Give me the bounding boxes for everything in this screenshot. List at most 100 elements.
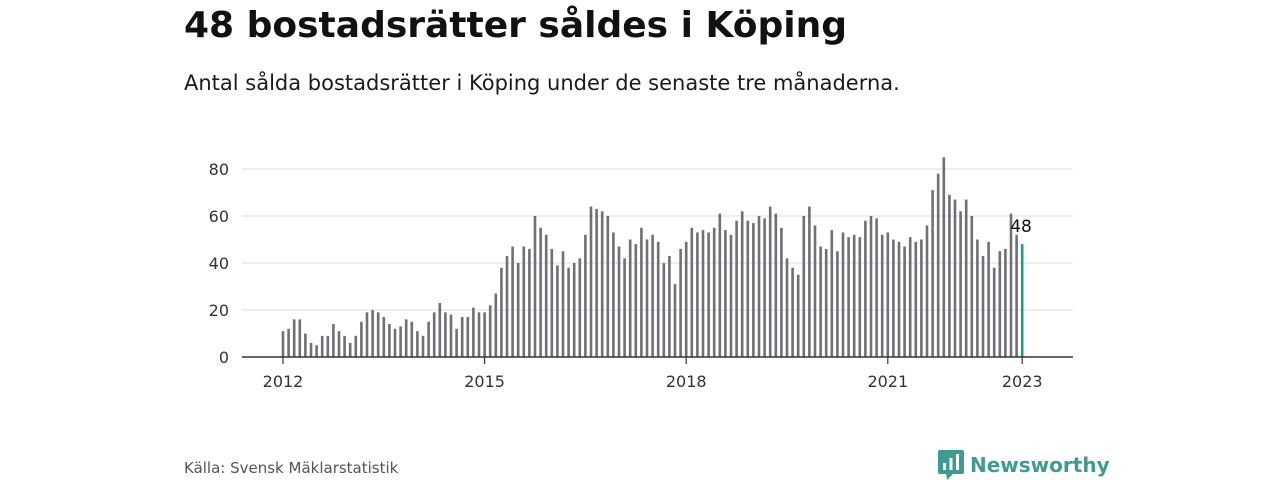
bar <box>309 342 313 357</box>
bar <box>360 321 363 357</box>
bar <box>651 234 654 357</box>
bar <box>556 265 559 357</box>
axes <box>242 356 1073 364</box>
bar <box>612 232 615 357</box>
bar <box>746 220 750 357</box>
bar <box>1015 234 1018 357</box>
bar <box>920 239 923 357</box>
bar <box>701 230 705 357</box>
bar <box>936 173 940 357</box>
bar <box>544 234 548 357</box>
bar <box>864 220 867 357</box>
bar <box>522 246 526 357</box>
bar <box>964 199 968 357</box>
page-subtitle: Antal sålda bostadsrätter i Köping under… <box>184 71 900 95</box>
bar <box>948 194 951 357</box>
bar <box>572 263 576 357</box>
bar <box>488 305 492 357</box>
bar <box>836 251 839 357</box>
bar <box>645 239 649 357</box>
y-tick-label: 60 <box>209 207 229 226</box>
bar <box>404 319 408 357</box>
bar <box>533 216 537 357</box>
bar <box>332 324 335 357</box>
source-note: Källa: Svensk Mäklarstatistik <box>184 459 399 477</box>
bar <box>455 328 458 357</box>
bar <box>886 232 890 357</box>
brand-name: Newsworthy <box>970 453 1110 477</box>
bar <box>892 239 895 357</box>
bar <box>707 232 710 357</box>
bar-highlight <box>1020 244 1024 357</box>
bar <box>528 248 531 357</box>
bar <box>959 211 962 357</box>
bar <box>942 157 946 357</box>
bar <box>348 342 352 357</box>
bar <box>416 331 419 357</box>
bar <box>875 218 878 357</box>
bar <box>1009 213 1013 357</box>
bar <box>550 248 554 357</box>
bar <box>449 314 453 357</box>
x-tick-label: 2012 <box>263 372 304 391</box>
bar <box>981 255 985 357</box>
bar <box>410 321 414 357</box>
bar <box>712 227 716 357</box>
page-title: 48 bostadsrätter såldes i Köping <box>184 5 848 46</box>
x-tick-label: 2021 <box>867 372 908 391</box>
bar <box>673 284 677 357</box>
bar <box>483 312 486 357</box>
bar <box>320 335 324 357</box>
bar <box>444 312 447 357</box>
bar <box>656 241 660 357</box>
bar <box>858 237 862 357</box>
brand-logo[interactable]: Newsworthy <box>938 450 1110 480</box>
x-tick-label: 2023 <box>1002 372 1043 391</box>
bar <box>757 216 761 357</box>
bar <box>292 319 296 357</box>
bar <box>847 237 850 357</box>
bar <box>589 206 593 357</box>
bar <box>500 267 503 357</box>
bar <box>432 312 436 357</box>
bar <box>472 307 475 357</box>
bar <box>802 216 806 357</box>
bar <box>824 248 828 357</box>
bar <box>970 216 974 357</box>
bar <box>298 319 302 357</box>
tick-labels: 0 20 40 60 80 2012 2015 2018 2021 2023 48 <box>209 160 1043 391</box>
y-tick-label: 20 <box>209 301 229 320</box>
bar <box>662 263 666 357</box>
bar <box>735 220 738 357</box>
bar <box>399 326 402 357</box>
bar <box>976 239 979 357</box>
bar <box>567 267 570 357</box>
bar <box>393 328 397 357</box>
bar <box>696 232 699 357</box>
bar <box>584 234 587 357</box>
bar <box>819 246 822 357</box>
bar <box>561 251 565 357</box>
bar <box>539 227 542 357</box>
bar <box>987 241 990 357</box>
bar <box>925 225 929 357</box>
x-tick-label: 2015 <box>464 372 505 391</box>
bar <box>326 335 330 357</box>
bar-chart: 0 20 40 60 80 2012 2015 2018 2021 2023 48 <box>209 157 1073 391</box>
bar <box>724 230 727 357</box>
bar <box>841 232 845 357</box>
bar <box>740 211 744 357</box>
bar <box>880 234 884 357</box>
bar <box>780 227 783 357</box>
bar <box>382 317 386 357</box>
bar <box>785 258 789 357</box>
bar <box>578 258 582 357</box>
bar <box>376 312 380 357</box>
bars <box>281 157 1024 357</box>
bar <box>992 267 996 357</box>
y-tick-label: 0 <box>219 348 229 367</box>
bar <box>438 302 442 357</box>
bar <box>494 293 498 357</box>
bar <box>477 312 481 357</box>
bar <box>304 333 307 357</box>
